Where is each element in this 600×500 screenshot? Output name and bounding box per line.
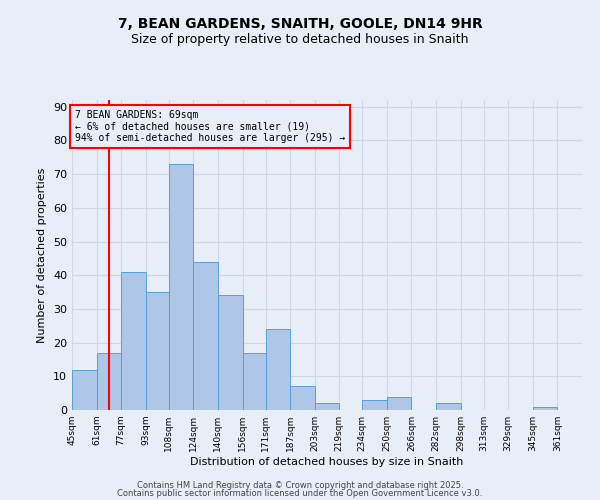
Bar [290,386,315,410]
Bar [362,400,387,410]
Bar [436,404,461,410]
Text: 7 BEAN GARDENS: 69sqm
← 6% of detached houses are smaller (19)
94% of semi-detac: 7 BEAN GARDENS: 69sqm ← 6% of detached h… [75,110,346,144]
Bar [146,292,169,410]
Bar [121,272,146,410]
Bar [193,262,218,410]
Bar [97,352,121,410]
Text: Size of property relative to detached houses in Snaith: Size of property relative to detached ho… [131,32,469,46]
Bar [387,396,412,410]
X-axis label: Distribution of detached houses by size in Snaith: Distribution of detached houses by size … [190,457,464,467]
Bar [72,370,97,410]
Text: Contains public sector information licensed under the Open Government Licence v3: Contains public sector information licen… [118,489,482,498]
Bar [242,352,266,410]
Text: 7, BEAN GARDENS, SNAITH, GOOLE, DN14 9HR: 7, BEAN GARDENS, SNAITH, GOOLE, DN14 9HR [118,18,482,32]
Bar [533,406,557,410]
Bar [315,404,339,410]
Bar [266,329,290,410]
Bar [218,296,242,410]
Bar [169,164,193,410]
Text: Contains HM Land Registry data © Crown copyright and database right 2025.: Contains HM Land Registry data © Crown c… [137,480,463,490]
Y-axis label: Number of detached properties: Number of detached properties [37,168,47,342]
